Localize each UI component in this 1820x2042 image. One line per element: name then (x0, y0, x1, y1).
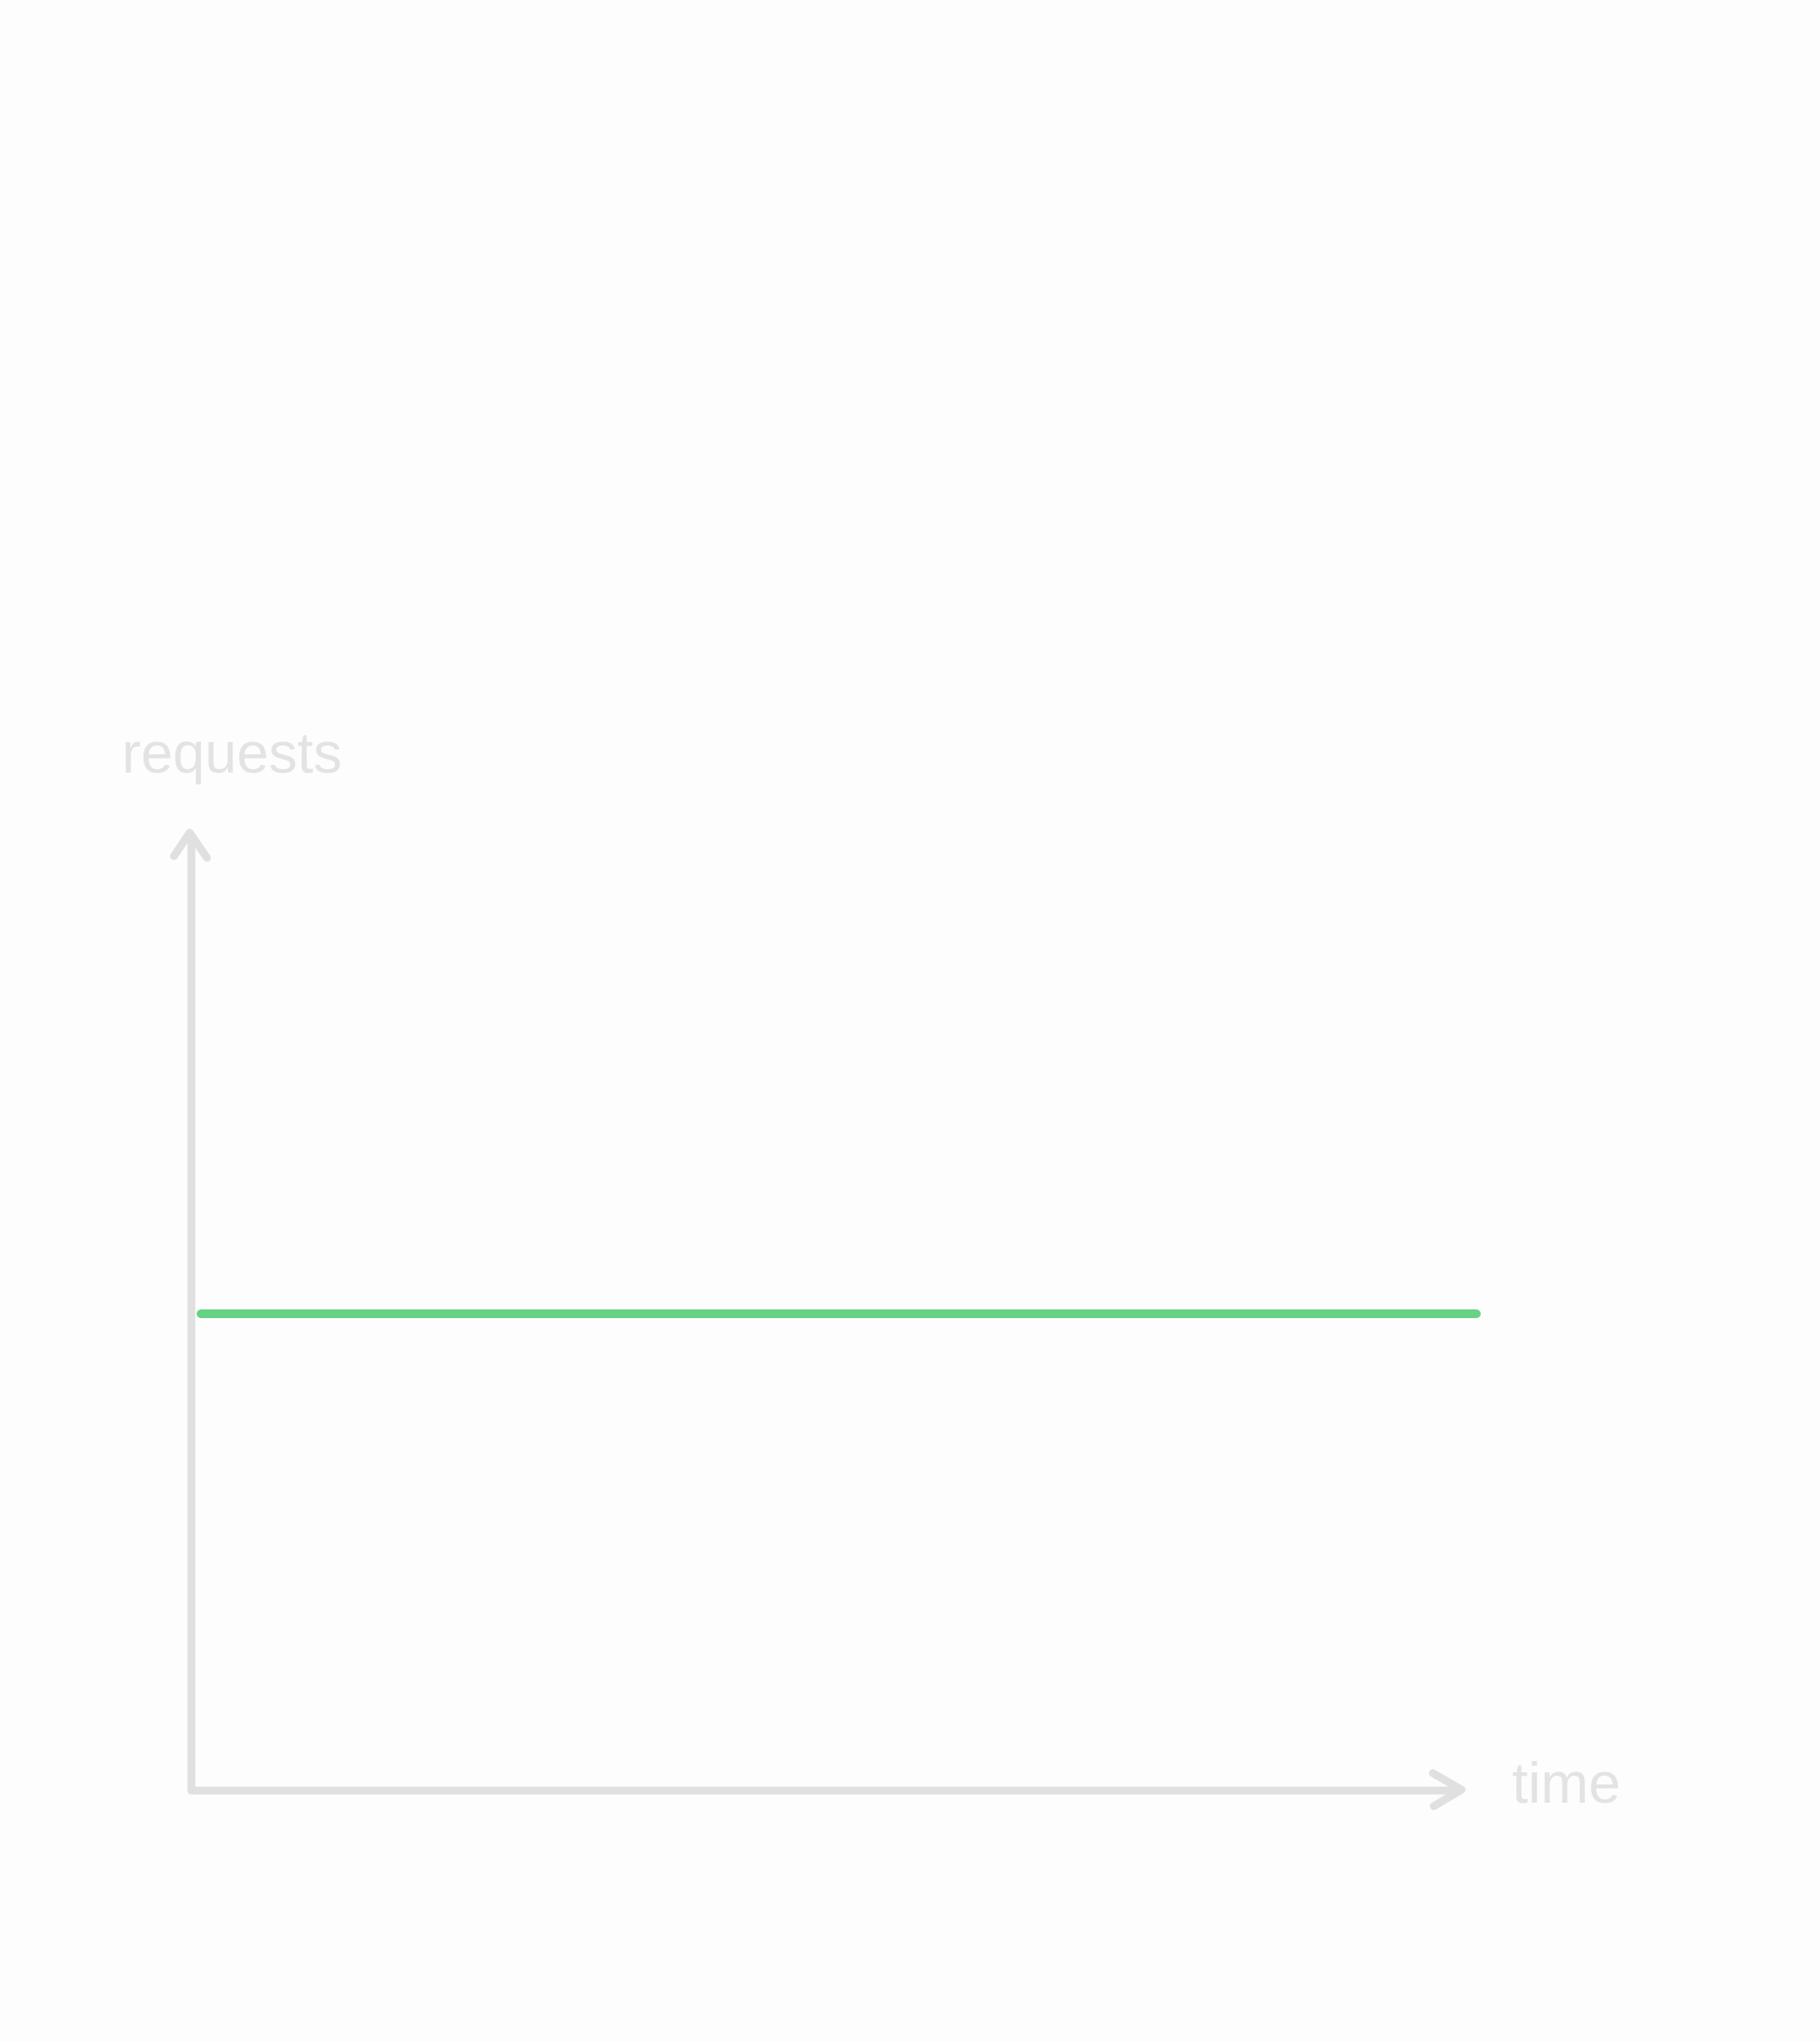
x-axis-label: time (1512, 1751, 1621, 1815)
y-axis-arrow-icon (170, 828, 211, 862)
y-axis-label: requests (122, 720, 342, 785)
x-axis-arrow-icon (1429, 1769, 1466, 1811)
